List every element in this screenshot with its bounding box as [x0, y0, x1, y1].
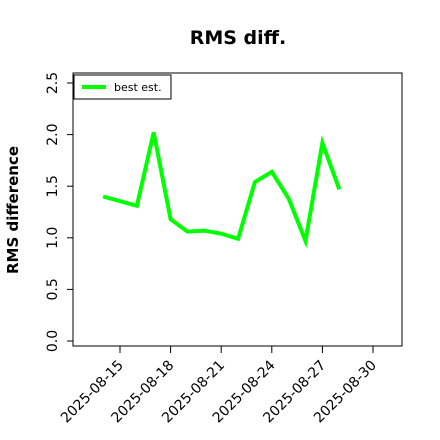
y-axis: 0.0 0.5 1.0 1.5 2.0 2.5 — [45, 72, 73, 352]
y-tick-label: 2.0 — [45, 123, 61, 145]
plot-frame — [72, 72, 403, 347]
y-axis-label: RMS difference — [4, 146, 22, 274]
series-line-best-est — [102, 132, 342, 249]
legend-label-best-est: best est. — [114, 81, 162, 94]
series-layer — [102, 132, 342, 249]
y-tick-label: 1.5 — [45, 175, 61, 197]
y-tick-label: 1.0 — [45, 227, 61, 249]
y-tick-label: 0.5 — [45, 278, 61, 300]
legend: best est. — [73, 74, 172, 100]
x-axis: 2025-08-152025-08-182025-08-212025-08-24… — [58, 346, 380, 426]
chart-title: RMS diff. — [190, 27, 287, 49]
y-tick-label: 0.0 — [45, 330, 61, 352]
y-tick-label: 2.5 — [45, 72, 61, 94]
